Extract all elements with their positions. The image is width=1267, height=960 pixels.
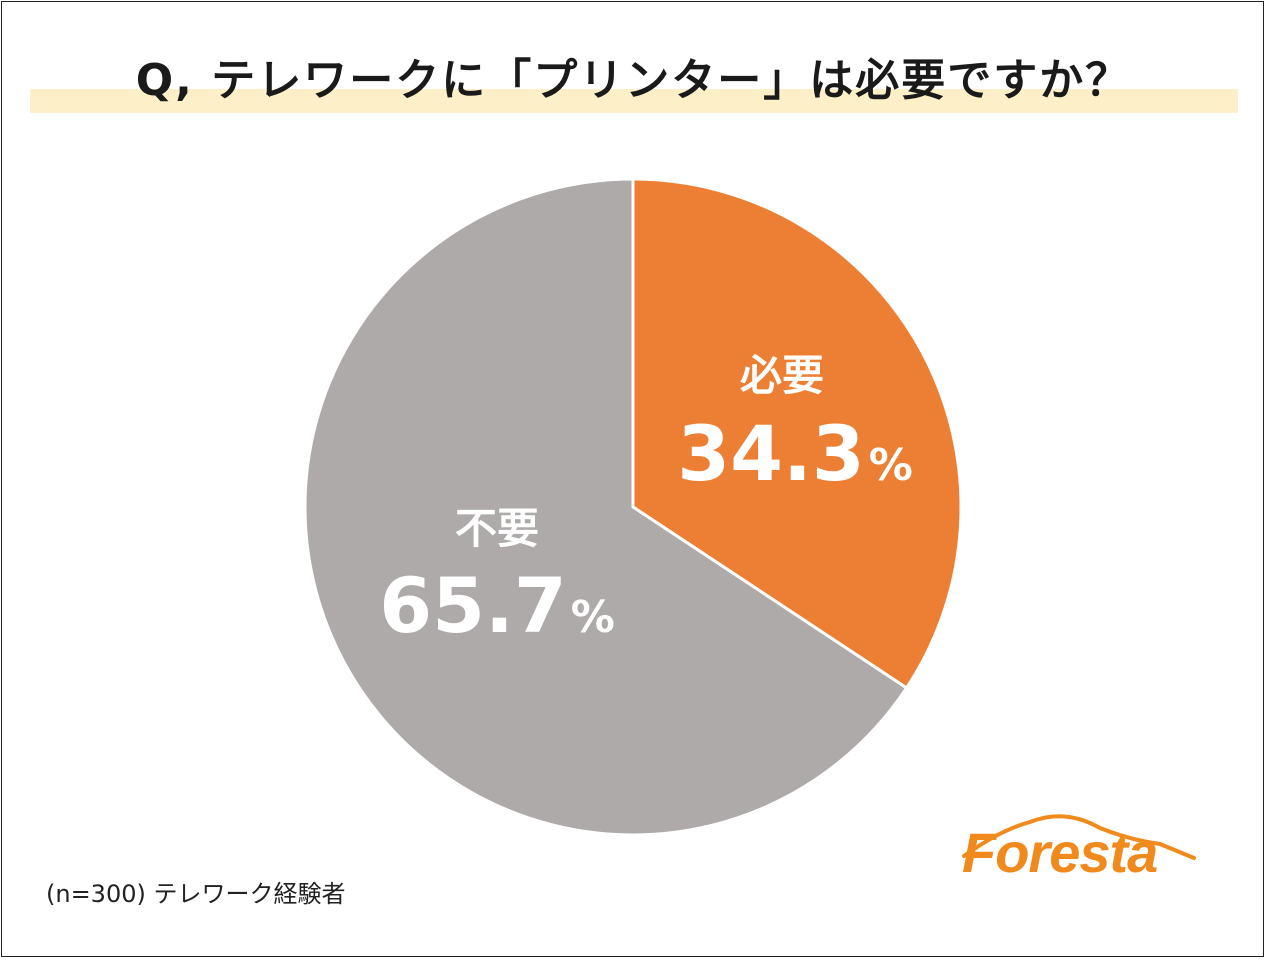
logo-roof-icon <box>962 814 1196 860</box>
sample-note: (n=300) テレワーク経験者 <box>46 880 346 908</box>
slice-value-unit-2: % <box>571 592 615 643</box>
slice-value-unit-1: % <box>869 440 913 491</box>
logo-text: Foresta <box>962 821 1158 884</box>
pie-slice-2 <box>303 177 909 837</box>
slice-value-1: 34.3% <box>677 409 913 498</box>
slice-label-2: 不要 <box>455 504 539 553</box>
slice-label-1: 必要 <box>740 351 824 400</box>
chart-title: Q, テレワークに「プリンター」は必要ですか？ <box>135 55 1132 106</box>
foresta-logo: Foresta <box>960 800 1196 890</box>
title-highlight-band <box>30 89 1238 113</box>
